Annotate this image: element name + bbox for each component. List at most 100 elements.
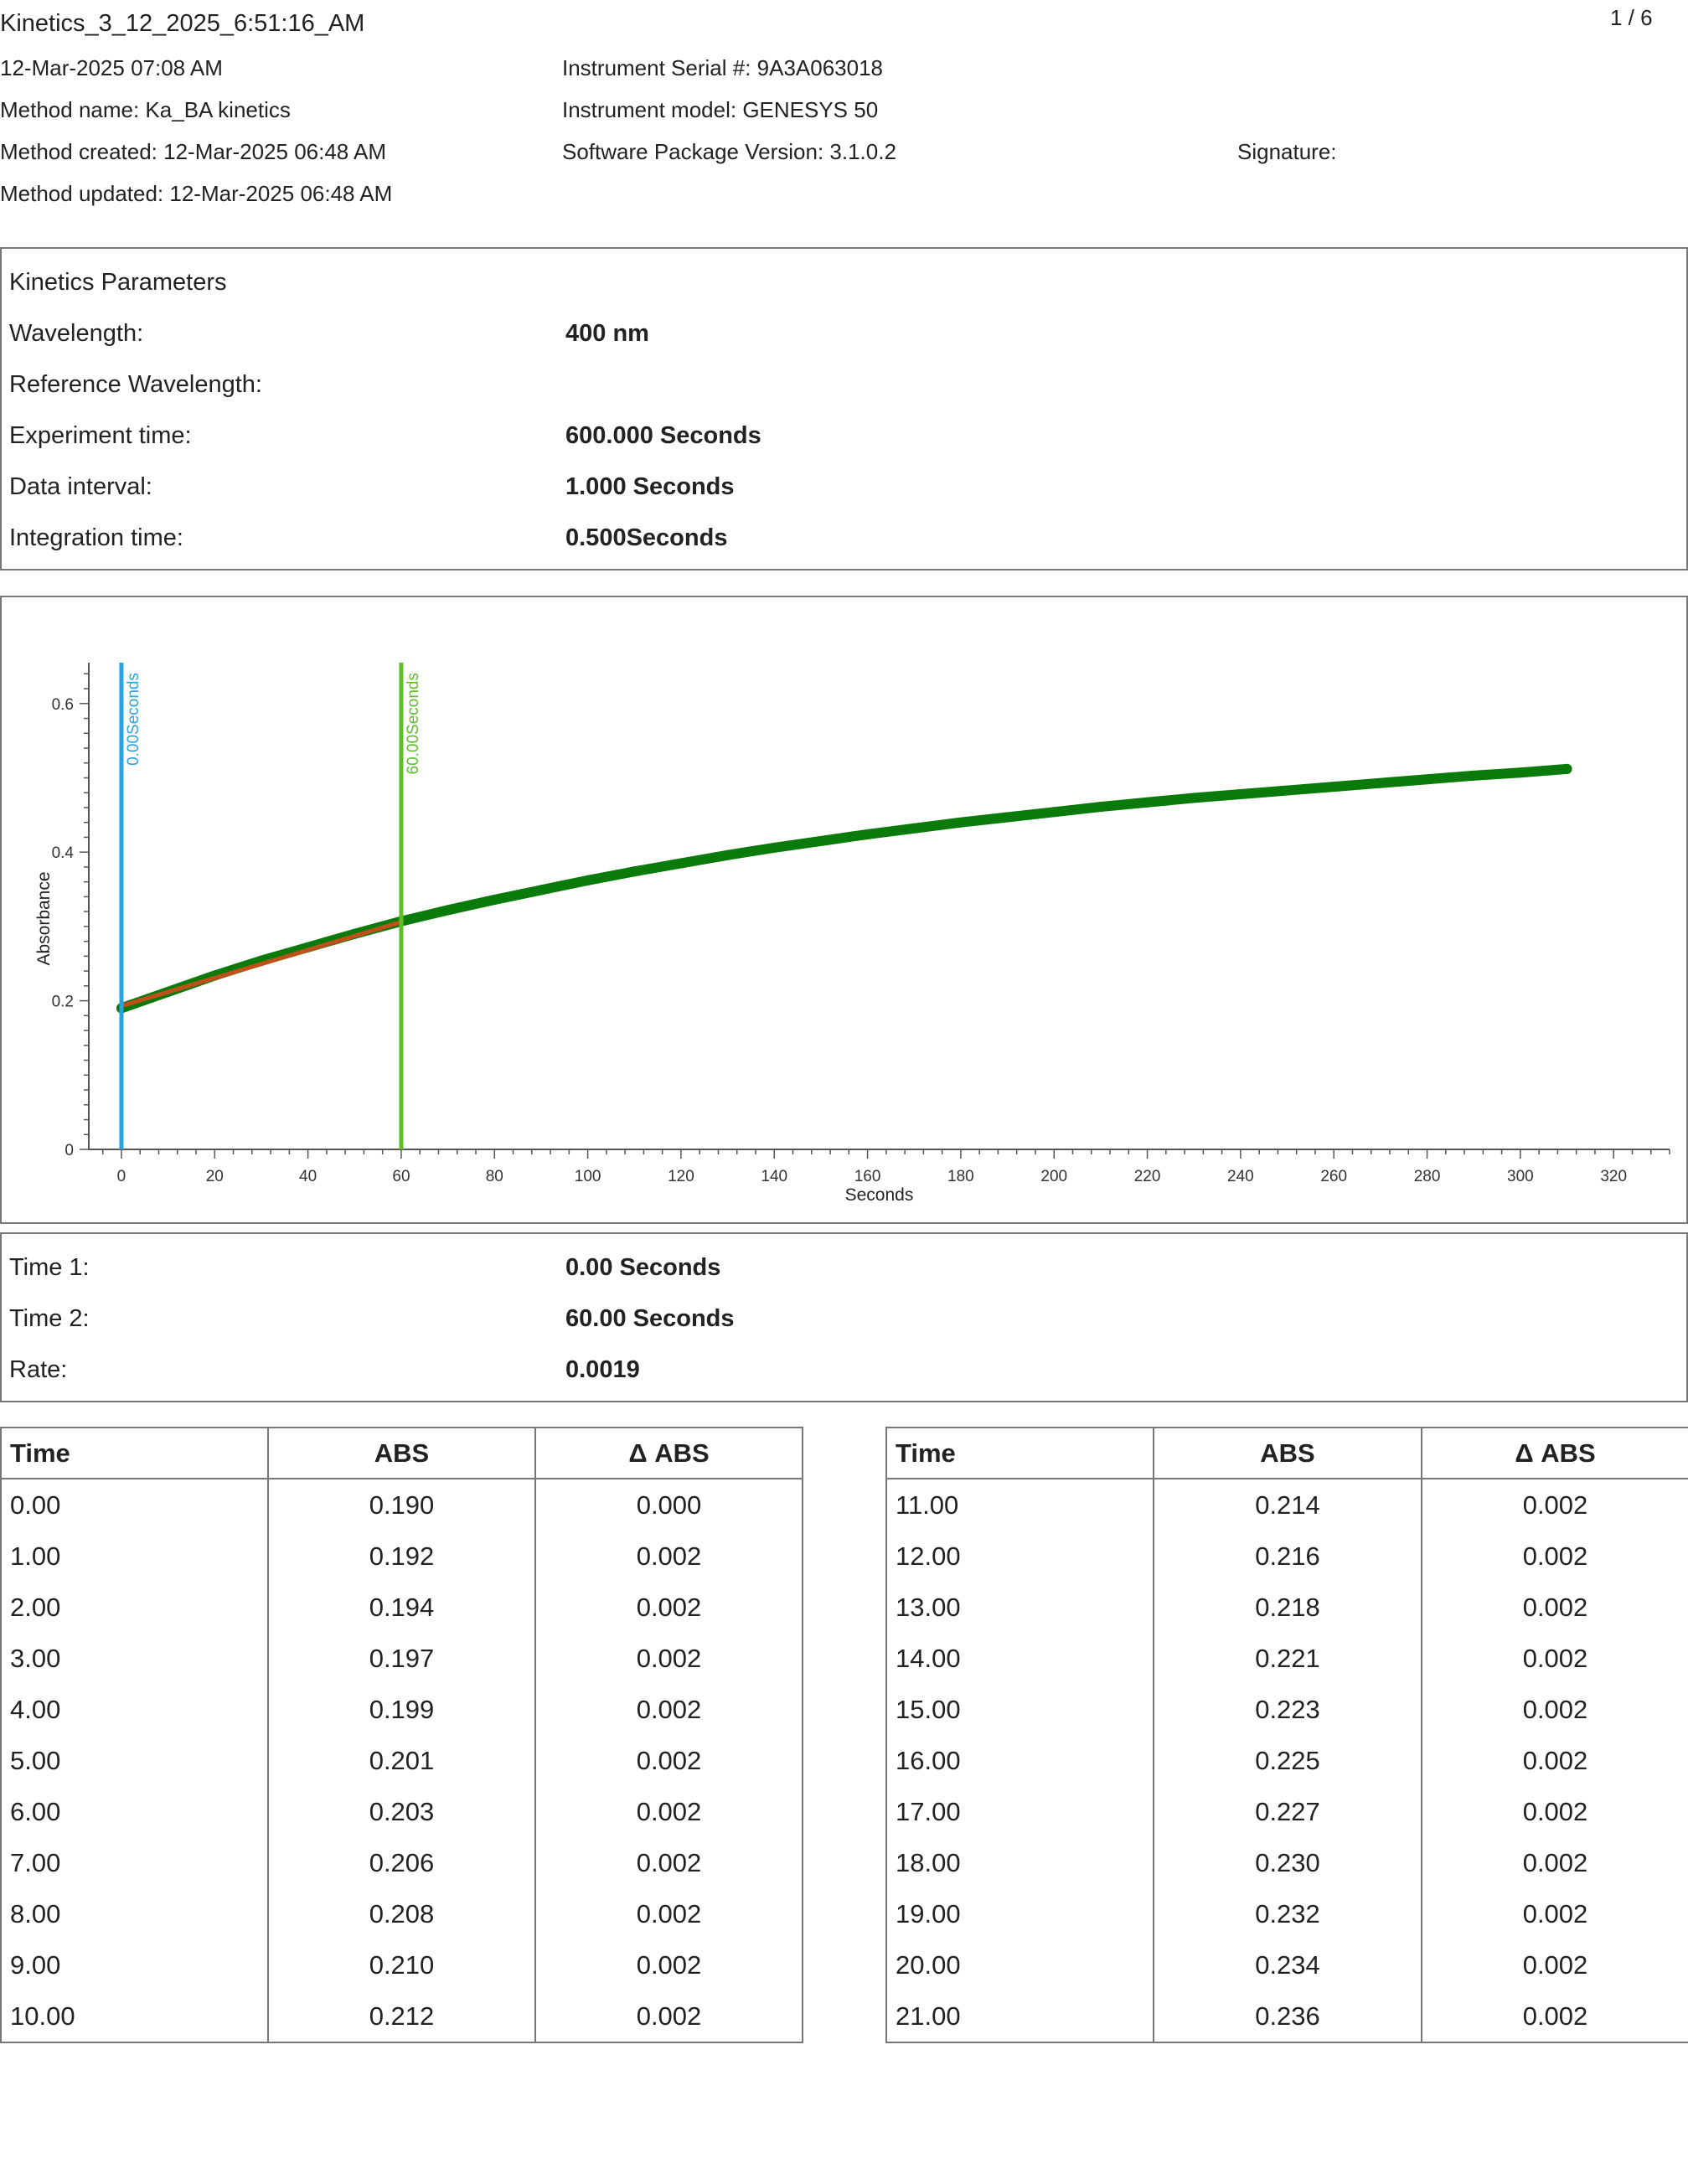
cell-abs: 0.221 bbox=[1153, 1633, 1422, 1684]
cell-delta-abs: 0.002 bbox=[534, 1582, 803, 1633]
time-marker-label: 0.00Seconds bbox=[125, 673, 142, 766]
cell-abs: 0.194 bbox=[267, 1582, 536, 1633]
x-tick-label: 300 bbox=[1507, 1168, 1534, 1185]
cell-time: 3.00 bbox=[0, 1633, 269, 1684]
table-row: 8.00 0.208 0.002 bbox=[0, 1888, 803, 1939]
param-value-wavelength: 400 nm bbox=[565, 320, 649, 347]
x-tick-label: 320 bbox=[1600, 1168, 1627, 1185]
data-point bbox=[862, 829, 873, 839]
cell-time: 0.00 bbox=[0, 1479, 269, 1531]
cell-time: 11.00 bbox=[885, 1479, 1154, 1531]
data-point bbox=[1422, 774, 1432, 785]
cell-time: 12.00 bbox=[885, 1531, 1154, 1582]
data-point bbox=[1235, 789, 1246, 800]
cell-abs: 0.190 bbox=[267, 1479, 536, 1531]
result-label-rate: Rate: bbox=[9, 1356, 68, 1383]
data-point bbox=[629, 866, 640, 877]
chart-panel: 0 20 40 60 80 100 120 140 160 180 200 220 240 260 280 3… bbox=[0, 596, 1688, 1224]
kinetics-chart: 0 20 40 60 80 100 120 140 160 180 200 220 240 260 280 3… bbox=[34, 663, 1670, 1205]
cell-delta-abs: 0.002 bbox=[534, 1735, 803, 1786]
table-row: 11.00 0.214 0.002 bbox=[885, 1479, 1688, 1531]
y-tick-label: 0.2 bbox=[52, 994, 74, 1011]
cell-abs: 0.210 bbox=[267, 1939, 536, 1990]
cell-time: 8.00 bbox=[0, 1888, 269, 1939]
cell-delta-abs: 0.002 bbox=[1421, 1786, 1688, 1837]
cell-time: 20.00 bbox=[885, 1939, 1154, 1990]
cell-abs: 0.227 bbox=[1153, 1786, 1422, 1837]
x-tick-label: 40 bbox=[299, 1168, 317, 1185]
table-row: 5.00 0.201 0.002 bbox=[0, 1735, 803, 1786]
param-label-integration-time: Integration time: bbox=[9, 524, 183, 551]
cell-time: 15.00 bbox=[885, 1684, 1154, 1735]
cell-abs: 0.234 bbox=[1153, 1939, 1422, 1990]
data-point bbox=[1375, 777, 1386, 788]
cell-delta-abs: 0.002 bbox=[1421, 1888, 1688, 1939]
table-row: 21.00 0.236 0.002 bbox=[885, 1990, 1688, 2043]
cell-delta-abs: 0.002 bbox=[534, 1939, 803, 1990]
cell-delta-abs: 0.002 bbox=[1421, 1684, 1688, 1735]
series-absorbance-line bbox=[116, 763, 1572, 1014]
cell-time: 2.00 bbox=[0, 1582, 269, 1633]
cell-abs: 0.223 bbox=[1153, 1684, 1422, 1735]
y-tick-label: 0.6 bbox=[52, 696, 74, 714]
cell-abs: 0.225 bbox=[1153, 1735, 1422, 1786]
cell-abs: 0.230 bbox=[1153, 1837, 1422, 1888]
table-row: 9.00 0.210 0.002 bbox=[0, 1939, 803, 1990]
param-label-reference-wavelength: Reference Wavelength: bbox=[9, 371, 262, 398]
cell-delta-abs: 0.002 bbox=[1421, 1633, 1688, 1684]
x-tick-label: 240 bbox=[1227, 1168, 1254, 1185]
data-point bbox=[1095, 802, 1106, 813]
table-row: 3.00 0.197 0.002 bbox=[0, 1633, 803, 1684]
cell-abs: 0.218 bbox=[1153, 1582, 1422, 1633]
result-value-time1: 0.00 Seconds bbox=[565, 1254, 721, 1281]
data-point bbox=[955, 817, 966, 828]
table-row: 16.00 0.225 0.002 bbox=[885, 1735, 1688, 1786]
column-header-delta-abs: Δ ABS bbox=[534, 1427, 803, 1479]
cell-time: 21.00 bbox=[885, 1990, 1154, 2043]
data-point bbox=[1562, 763, 1572, 774]
cell-abs: 0.214 bbox=[1153, 1479, 1422, 1531]
data-point bbox=[582, 875, 593, 885]
x-tick-label: 100 bbox=[575, 1168, 601, 1185]
cell-time: 7.00 bbox=[0, 1837, 269, 1888]
cell-delta-abs: 0.002 bbox=[534, 1633, 803, 1684]
cell-delta-abs: 0.002 bbox=[1421, 1939, 1688, 1990]
cell-delta-abs: 0.002 bbox=[1421, 1531, 1688, 1582]
table-row: 20.00 0.234 0.002 bbox=[885, 1939, 1688, 1990]
method-updated: Method updated: 12-Mar-2025 06:48 AM bbox=[0, 181, 393, 206]
cell-abs: 0.236 bbox=[1153, 1990, 1422, 2043]
x-tick-label: 180 bbox=[947, 1168, 974, 1185]
kinetics-parameters-panel: Kinetics Parameters Wavelength: 400 nm R… bbox=[0, 247, 1688, 571]
table-row: 7.00 0.206 0.002 bbox=[0, 1837, 803, 1888]
data-point bbox=[1282, 785, 1293, 796]
data-point bbox=[1002, 812, 1013, 823]
rate-results-panel: Time 1: 0.00 Seconds Time 2: 60.00 Secon… bbox=[0, 1232, 1688, 1402]
cell-delta-abs: 0.000 bbox=[534, 1479, 803, 1531]
param-value-data-interval: 1.000 Seconds bbox=[565, 473, 735, 500]
cell-time: 9.00 bbox=[0, 1939, 269, 1990]
cell-delta-abs: 0.002 bbox=[1421, 1837, 1688, 1888]
cell-abs: 0.208 bbox=[267, 1888, 536, 1939]
cell-delta-abs: 0.002 bbox=[1421, 1582, 1688, 1633]
method-name: Method name: Ka_BA kinetics bbox=[0, 97, 291, 122]
cell-abs: 0.212 bbox=[267, 1990, 536, 2043]
table-row: 15.00 0.223 0.002 bbox=[885, 1684, 1688, 1735]
data-point bbox=[675, 858, 686, 869]
table-row: 19.00 0.232 0.002 bbox=[885, 1888, 1688, 1939]
method-created: Method created: 12-Mar-2025 06:48 AM bbox=[0, 139, 387, 164]
y-axis-label: Absorbance bbox=[34, 871, 54, 965]
cell-delta-abs: 0.002 bbox=[534, 1990, 803, 2043]
data-point bbox=[1515, 767, 1525, 778]
param-value-experiment-time: 600.000 Seconds bbox=[565, 422, 761, 449]
table-row: 18.00 0.230 0.002 bbox=[885, 1837, 1688, 1888]
cell-time: 13.00 bbox=[885, 1582, 1154, 1633]
cell-time: 14.00 bbox=[885, 1633, 1154, 1684]
cell-time: 17.00 bbox=[885, 1786, 1154, 1837]
data-point bbox=[442, 905, 453, 916]
x-tick-label: 220 bbox=[1134, 1168, 1161, 1185]
cell-time: 19.00 bbox=[885, 1888, 1154, 1939]
x-tick-label: 0 bbox=[117, 1168, 126, 1185]
x-tick-label: 60 bbox=[392, 1168, 410, 1185]
page-number: 1 / 6 bbox=[1610, 5, 1653, 30]
instrument-model: Instrument model: GENESYS 50 bbox=[562, 97, 879, 122]
